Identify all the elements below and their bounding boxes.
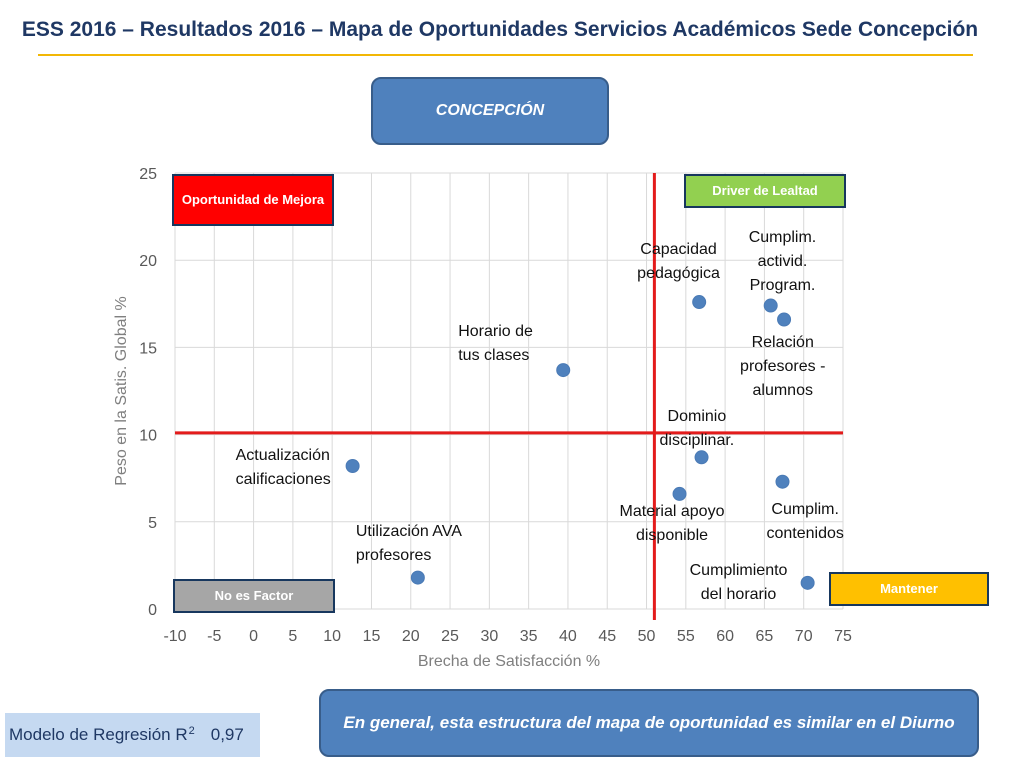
data-point [556, 363, 571, 378]
data-point [777, 312, 792, 327]
x-axis-title: Brecha de Satisfacción % [418, 653, 600, 670]
x-tick-label: 65 [756, 628, 774, 645]
point-label: Cumplim. contenidos [766, 500, 844, 542]
x-tick-label: 10 [323, 628, 341, 645]
x-tick-label: 25 [441, 628, 459, 645]
title-divider [38, 54, 973, 56]
data-point [345, 458, 360, 473]
point-label: Cumplimiento del horario [689, 561, 788, 603]
region-concepcion-button[interactable]: CONCEPCIÓN [371, 77, 609, 145]
x-tick-label: -5 [207, 628, 221, 645]
reference-lines [175, 173, 843, 620]
x-tick-label: 30 [480, 628, 498, 645]
quadrant-loyalty-driver-label: Driver de Lealtad [684, 174, 846, 208]
y-axis-title: Peso en la Satis. Global % [113, 296, 130, 485]
point-label: Dominio disciplinar. [659, 408, 735, 450]
quadrant-maintain-label: Mantener [829, 572, 989, 606]
x-tick-label: 40 [559, 628, 577, 645]
y-tick-label: 5 [148, 515, 157, 532]
data-point [672, 486, 687, 501]
summary-note-button[interactable]: En general, esta estructura del mapa de … [319, 689, 979, 757]
y-tick-label: 0 [148, 602, 157, 619]
y-tick-label: 10 [139, 428, 157, 445]
point-label: Relación profesores - alumnos [740, 334, 826, 400]
y-tick-label: 20 [139, 253, 157, 270]
data-point [763, 298, 778, 313]
data-point [694, 450, 709, 465]
x-tick-label: -10 [163, 628, 186, 645]
regression-superscript: 2 [188, 725, 195, 737]
x-tick-label: 0 [249, 628, 258, 645]
x-tick-label: 45 [598, 628, 616, 645]
data-point [775, 474, 790, 489]
x-tick-label: 35 [520, 628, 538, 645]
axis-ticks: -10 -5 0 5 10 15 20 25 30 35 40 45 50 55 60 65 70 75 0 5 10 1… [139, 166, 852, 645]
x-tick-label: 60 [716, 628, 734, 645]
x-tick-label: 5 [288, 628, 297, 645]
quadrant-no-factor-label: No es Factor [173, 579, 335, 613]
point-label: Horario de tus clases [458, 323, 533, 365]
regression-value: 0,97 [210, 725, 244, 744]
data-point [692, 295, 707, 310]
y-tick-label: 25 [139, 166, 157, 183]
data-points [345, 295, 815, 590]
x-tick-label: 15 [363, 628, 381, 645]
point-label: Actualización calificaciones [235, 446, 331, 488]
data-point [410, 570, 425, 585]
regression-label: Modelo de Regresión R [9, 725, 188, 744]
x-tick-label: 75 [834, 628, 852, 645]
point-label: Capacidad pedagógica [637, 241, 720, 283]
chart-grid [174, 172, 844, 610]
point-label: Material apoyo disponible [619, 502, 725, 544]
data-point [800, 575, 815, 590]
slide-title: ESS 2016 – Resultados 2016 – Mapa de Opo… [21, 18, 979, 41]
y-tick-label: 15 [139, 340, 157, 357]
x-tick-label: 70 [795, 628, 813, 645]
quadrant-opportunity-label: Oportunidad de Mejora [172, 174, 334, 226]
point-label: Utilización AVA profesores [355, 522, 462, 564]
point-label: Cumplim. activid. Program. [748, 228, 817, 294]
x-tick-label: 50 [638, 628, 656, 645]
x-tick-label: 20 [402, 628, 420, 645]
x-tick-label: 55 [677, 628, 695, 645]
